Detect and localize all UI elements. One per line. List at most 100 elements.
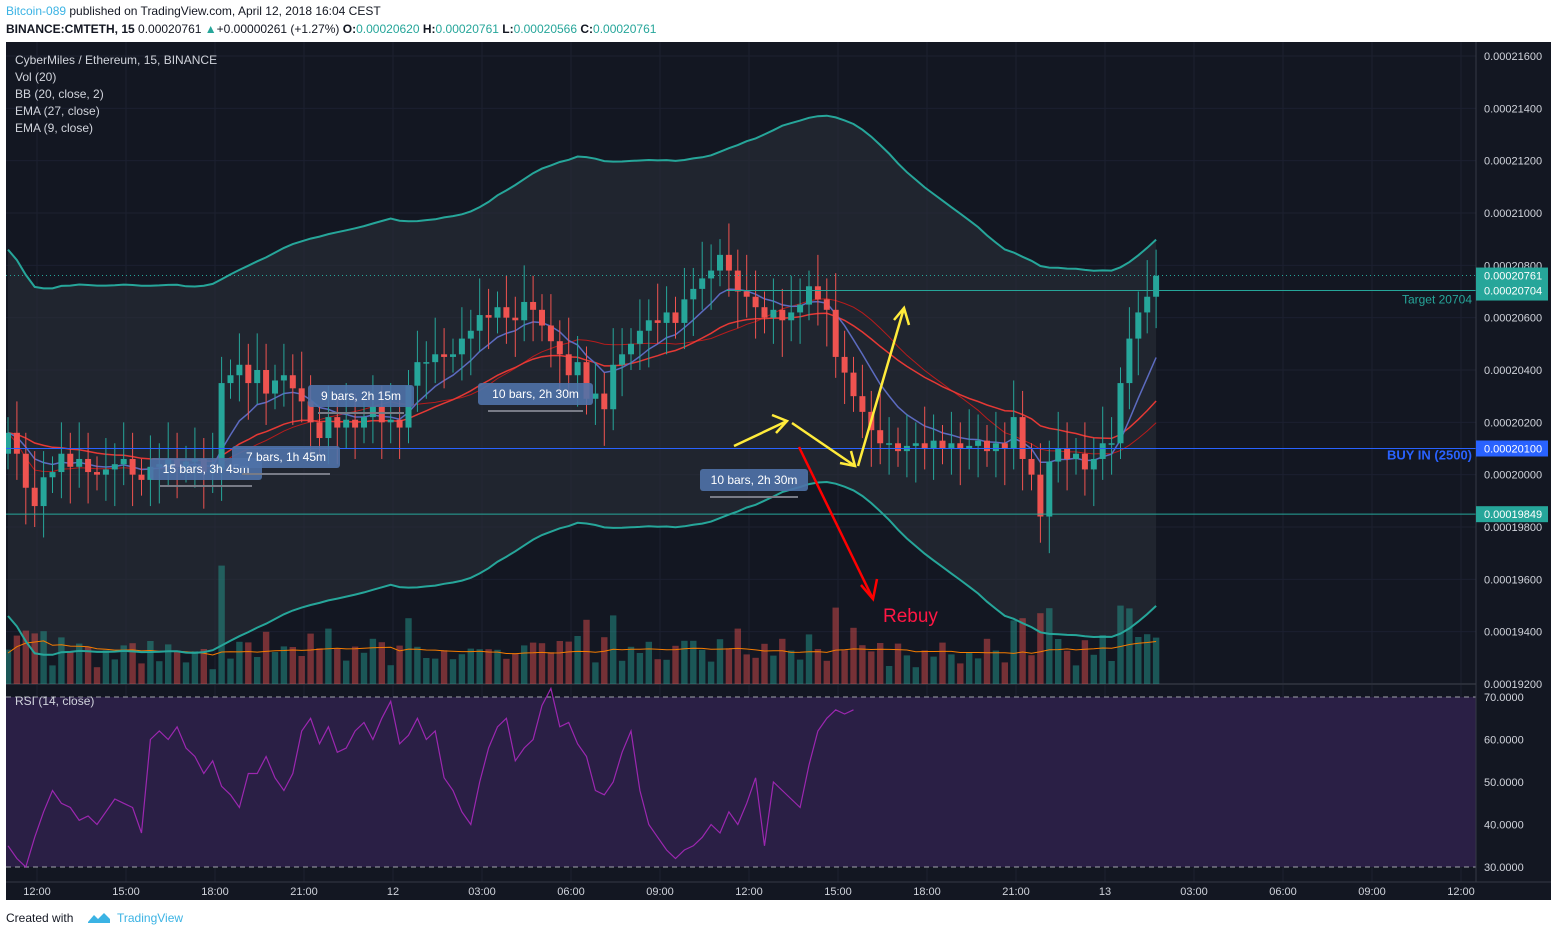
candle-body [236,364,243,376]
candle-body [734,270,741,292]
volume-bar [93,667,101,684]
legend-volume[interactable]: Vol (20) [15,70,57,84]
volume-bar [805,634,813,684]
candle-body [1108,443,1115,445]
rsi-tick-label: 40.0000 [1484,820,1524,832]
candle-body [476,315,483,331]
volume-bar [360,652,368,684]
candle-body [984,440,990,452]
candle-body [343,419,350,428]
yellow-arrow-1-head [771,413,790,434]
rsi-legend[interactable]: RSI (14, close) [15,694,95,708]
candle-body [387,419,394,423]
candle-body [681,299,688,323]
candle-body [1117,383,1124,444]
price-tick-label: 0.00019200 [1484,679,1542,691]
volume-bar [921,650,928,684]
candle-body [859,396,866,412]
time-axis[interactable]: 12:00 15:00 18:00 21:00 12 03:00 06:00 09:00 12:… [6,881,1551,900]
volume-bar [111,659,118,684]
volume-bar [423,658,430,684]
volume-bar [521,645,528,684]
volume-bar [147,641,154,684]
volume-bar [948,654,955,684]
author-link[interactable]: Bitcoin-089 [6,4,67,18]
volume-bar [378,642,385,684]
candle-body [40,477,47,507]
volume-bar [1090,654,1097,684]
candle-body [725,254,732,271]
volume-bar [1010,620,1017,684]
candle-body [966,445,973,449]
time-tick-label: 21:00 [1002,886,1030,898]
candle-body [13,432,20,454]
candle-body [1055,448,1062,462]
candle-body [49,472,56,478]
volume-bar [449,659,457,684]
open-value: 0.00020620 [356,22,420,36]
volume-bar [503,658,510,684]
candle-body [1028,458,1035,475]
price-axis[interactable]: 0.00021600 0.00021400 0.00021200 0.00021000… [1475,42,1551,900]
volume-bar [788,650,795,684]
volume-bar [254,657,261,684]
candle-body [485,315,492,318]
volume-bar [779,638,786,684]
candle-body [574,362,581,376]
candle-body [120,458,127,465]
candle-body [58,453,65,473]
volume-bar [930,656,937,684]
target-label: Target 20704 [1402,292,1472,306]
support-price-tag-bg [1476,506,1548,523]
range-box [308,385,414,407]
volume-bar [743,654,750,684]
candle-body [467,330,474,339]
price-tick-label: 0.00020200 [1484,417,1542,429]
volume-bar [182,662,190,684]
candle-body [672,312,679,323]
volume-bar [1046,608,1053,684]
candle-body [939,440,946,449]
time-tick-label: 12 [387,886,399,898]
candle-body [645,320,652,331]
candle-body [539,309,545,326]
volume-bar [165,644,172,684]
volume-bar [1126,608,1133,684]
chart-canvas[interactable]: Target 20704 BUY IN (2500) 15 bars, 3h 45… [6,42,1551,900]
range-box-label: 10 bars, 2h 30m [711,473,798,487]
volume-bar [67,652,74,684]
chart-area[interactable]: Target 20704 BUY IN (2500) 15 bars, 3h 45… [6,42,1551,900]
candle-body [503,307,510,318]
volume-bar [316,648,323,684]
symbol-line: BINANCE:CMTETH, 15 0.00020761 ▲+0.000002… [6,22,656,36]
candle-body [298,388,305,402]
candle-body [521,301,528,321]
legend-ema27[interactable]: EMA (27, close) [15,104,100,118]
volume-bar [1108,661,1115,684]
candle-body [432,354,439,363]
candle-body [814,286,821,300]
candle-body [76,458,83,467]
volume-bar [494,649,501,684]
candle-body [530,301,537,310]
volume-bar [814,649,822,684]
legend-bollinger[interactable]: BB (20, close, 2) [15,87,104,101]
volume-bar [903,655,911,684]
tradingview-link[interactable]: TradingView [117,911,184,925]
volume-bar [761,643,768,684]
candle-body [663,312,670,323]
volume-bar [396,645,403,684]
candle-body [1064,448,1071,459]
publish-line: Bitcoin-089 published on TradingView.com… [6,4,381,18]
volume-bar [387,665,394,684]
symbol-label: BINANCE:CMTETH, 15 [6,22,135,36]
legend-ema9[interactable]: EMA (9, close) [15,121,94,135]
price-tick-label: 0.00021000 [1484,208,1542,220]
candle-body [1081,453,1088,470]
volume-bar [859,645,866,684]
candle-body [67,453,74,467]
red-arrow-head [860,578,879,602]
low-value: 0.00020566 [513,22,578,36]
arrow-annotations[interactable]: Rebuy [733,305,938,627]
